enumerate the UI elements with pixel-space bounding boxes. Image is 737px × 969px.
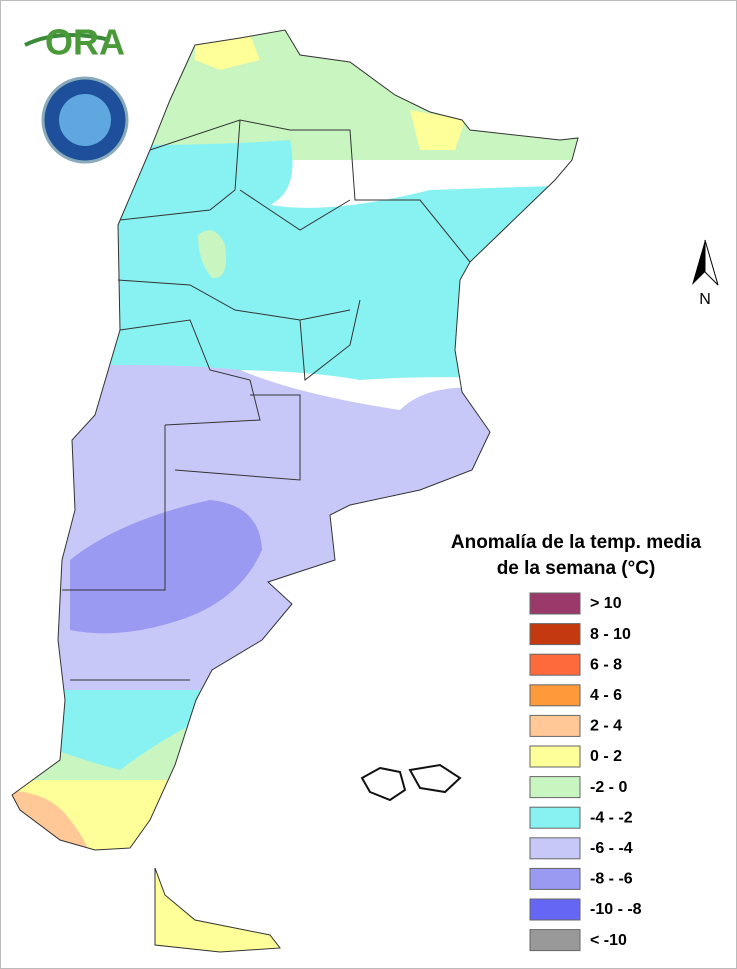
legend-swatch xyxy=(529,776,581,799)
logo: ORA xyxy=(24,22,129,164)
anomaly-zone xyxy=(410,110,465,150)
tierra-del-fuego xyxy=(154,867,281,953)
legend-label: 4 - 6 xyxy=(590,687,622,704)
legend-label: -10 - -8 xyxy=(590,901,642,918)
legend-swatch xyxy=(529,745,581,768)
legend-label: 6 - 8 xyxy=(590,656,622,673)
legend-label: 8 - 10 xyxy=(590,626,631,643)
north-arrow-half xyxy=(692,240,705,285)
north-label: N xyxy=(699,291,711,308)
legend-swatch xyxy=(529,898,581,921)
legend-label: -2 - 0 xyxy=(590,779,627,796)
anomaly-zone xyxy=(70,500,262,634)
malvinas xyxy=(360,763,462,802)
legend-swatch xyxy=(529,653,581,676)
legend-swatch xyxy=(529,592,581,615)
smn-seal-inner xyxy=(59,94,111,146)
province-borders xyxy=(11,29,579,851)
legend-swatch xyxy=(529,806,581,829)
legend-label: > 10 xyxy=(590,595,622,612)
legend-label: < -10 xyxy=(590,932,627,949)
legend-swatch xyxy=(529,867,581,890)
legend-swatch xyxy=(529,837,581,860)
logo-text: ORA xyxy=(45,22,125,63)
anomaly-zone xyxy=(198,230,227,279)
legend-label: 0 - 2 xyxy=(590,748,622,765)
legend-swatch xyxy=(529,684,581,707)
legend-label: 2 - 4 xyxy=(590,718,622,735)
logo-swoosh xyxy=(24,33,111,47)
legend-title: de la semana (°C) xyxy=(497,558,656,579)
legend-title: Anomalía de la temp. media xyxy=(451,532,702,553)
legend-swatch xyxy=(529,623,581,646)
north-arrow-half xyxy=(704,239,719,286)
legend: Anomalía de la temp. media de la semana … xyxy=(451,532,702,952)
north-arrow: N xyxy=(692,239,719,308)
legend-label: -4 - -2 xyxy=(590,809,633,826)
anomaly-zone xyxy=(195,35,260,70)
legend-swatch xyxy=(529,929,581,952)
legend-label: -8 - -6 xyxy=(590,871,633,888)
legend-swatch xyxy=(529,714,581,737)
legend-label: -6 - -4 xyxy=(590,840,633,857)
